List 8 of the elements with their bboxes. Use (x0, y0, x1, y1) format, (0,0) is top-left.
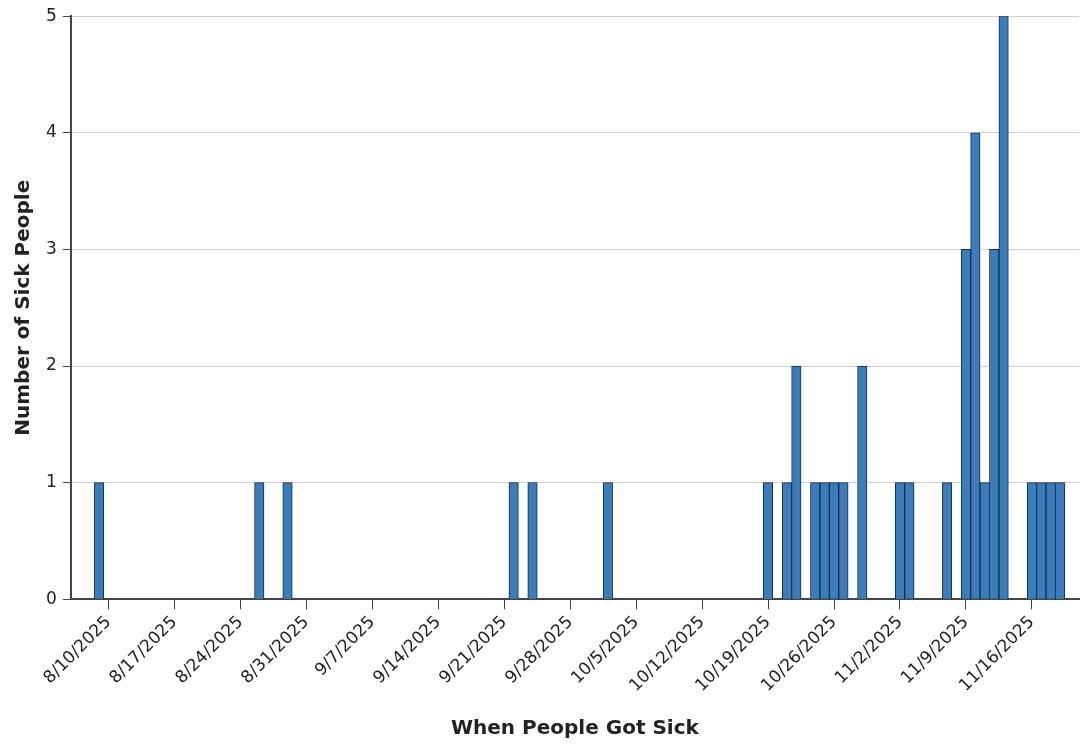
y-tick-label: 2 (45, 354, 57, 375)
y-tick-label: 0 (45, 587, 57, 608)
y-tick-label: 4 (45, 121, 57, 142)
y-tick-label: 3 (45, 237, 57, 258)
x-axis-title: When People Got Sick (450, 715, 700, 740)
y-axis-title: Number of Sick People (10, 179, 35, 436)
y-tick-label: 5 (45, 4, 57, 25)
y-tick-label: 1 (45, 471, 57, 492)
